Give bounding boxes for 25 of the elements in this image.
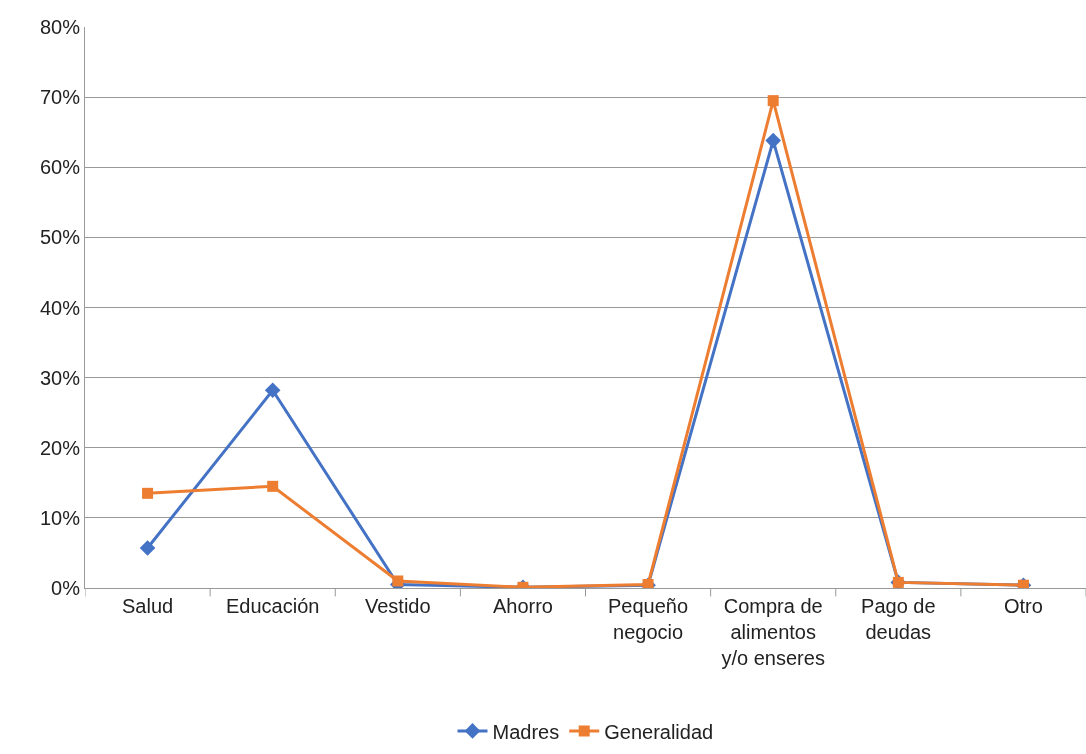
x-tick-label: Vestido (365, 595, 431, 617)
legend-label: Generalidad (604, 720, 714, 743)
y-tick-label: 50% (39, 226, 81, 249)
x-tick-label: Pago de deudas (861, 595, 936, 643)
y-tick-label: 60% (39, 156, 81, 179)
y-tick-label: 10% (39, 506, 81, 529)
x-tick-label: Otro (1003, 595, 1043, 617)
y-tick-label: 40% (39, 296, 81, 319)
y-tick-label: 20% (39, 436, 81, 459)
y-tick-label: 70% (39, 86, 81, 109)
y-tick-label: 80% (39, 16, 81, 38)
x-tick-label: Salud (121, 595, 174, 617)
point (767, 95, 779, 107)
x-tick-label: Educación (225, 595, 320, 617)
x-tick-label: Compra de alimentos y/o enseres (721, 595, 825, 669)
point (267, 480, 279, 492)
legend-label: Madres (492, 720, 560, 743)
x-tick-label: Pequeño negocio (608, 595, 689, 643)
point (139, 540, 156, 556)
point (765, 132, 781, 149)
point (142, 487, 154, 499)
point (264, 382, 281, 399)
x-tick-label: Ahorro (492, 595, 553, 617)
y-tick-label: 0% (51, 577, 81, 599)
y-tick-label: 30% (39, 366, 81, 389)
